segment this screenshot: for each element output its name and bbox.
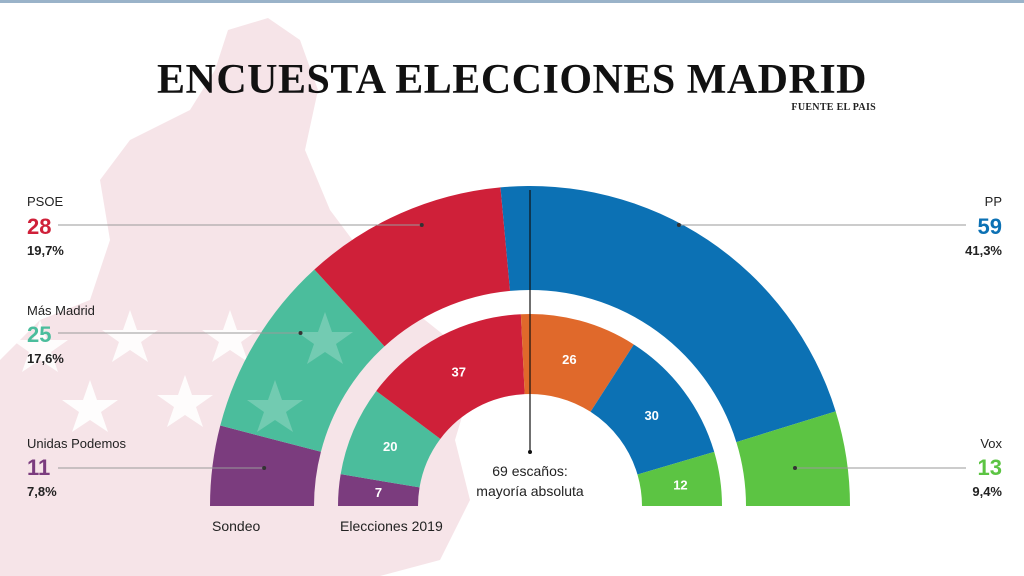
- majority-dot: [528, 450, 532, 454]
- inner-slice-cs: [520, 314, 634, 412]
- mas-madrid-pct: 17,6%: [27, 351, 64, 366]
- inner-seat-labels: 7 20 37 26 30 12: [375, 352, 688, 500]
- outer-slice-pp: [500, 186, 836, 443]
- leader-dot-pp: [676, 223, 681, 227]
- psoe-name: PSOE: [27, 194, 64, 209]
- inner-label-cs: 26: [562, 352, 576, 367]
- unidas-podemos-seats: 11: [27, 455, 51, 480]
- leader-dot-mas-madrid: [298, 331, 303, 335]
- source-label: FUENTE EL PAIS: [791, 102, 876, 113]
- unidas-podemos-pct: 7,8%: [27, 484, 57, 499]
- pp-pct: 41,3%: [965, 243, 1002, 258]
- unidas-podemos-name: Unidas Podemos: [27, 436, 126, 451]
- majority-note-line1: 69 escaños:: [492, 463, 568, 479]
- caption-sondeo: Sondeo: [212, 518, 261, 534]
- inner-slice-psoe: [376, 314, 525, 439]
- outer-ring-sondeo: [210, 186, 850, 506]
- leader-dot-unidas-podemos: [262, 466, 267, 470]
- outer-slice-unidas-podemos: [210, 425, 321, 506]
- leader-dot-vox: [792, 466, 797, 470]
- caption-elecciones-2019: Elecciones 2019: [340, 518, 443, 534]
- outer-slice-psoe: [314, 187, 511, 347]
- outer-slice-mas-madrid: [220, 269, 385, 452]
- inner-slice-mas-madrid: [340, 390, 441, 488]
- inner-slice-vox: [637, 451, 722, 506]
- majority-note-line2: mayoría absoluta: [476, 483, 584, 499]
- pp-name: PP: [984, 194, 1002, 209]
- top-border: [0, 0, 1024, 3]
- stars-overlay: [247, 312, 353, 432]
- psoe-seats: 28: [27, 214, 52, 239]
- page-title: ENCUESTA ELECCIONES MADRID: [156, 57, 868, 103]
- inner-slice-pp: [590, 344, 715, 475]
- inner-label-mas-madrid: 20: [383, 439, 397, 454]
- leader-lines: [58, 223, 966, 470]
- vox-seats: 13: [977, 455, 1002, 480]
- inner-ring-elecciones-2019: [338, 314, 722, 506]
- inner-label-psoe: 37: [452, 365, 466, 380]
- majority-note: 69 escaños: mayoría absoluta: [440, 461, 620, 501]
- inner-label-unidas-podemos: 7: [375, 485, 382, 500]
- pp-seats: 59: [977, 214, 1002, 239]
- vox-pct: 9,4%: [972, 484, 1002, 499]
- mas-madrid-name: Más Madrid: [27, 303, 95, 318]
- inner-label-vox: 12: [673, 477, 687, 492]
- inner-slice-unidas-podemos: [338, 474, 420, 506]
- inner-label-pp: 30: [644, 408, 658, 423]
- leader-dot-psoe: [419, 223, 424, 227]
- mas-madrid-seats: 25: [27, 322, 52, 347]
- psoe-pct: 19,7%: [27, 243, 64, 258]
- vox-name: Vox: [980, 436, 1002, 451]
- outer-slice-vox: [736, 411, 850, 506]
